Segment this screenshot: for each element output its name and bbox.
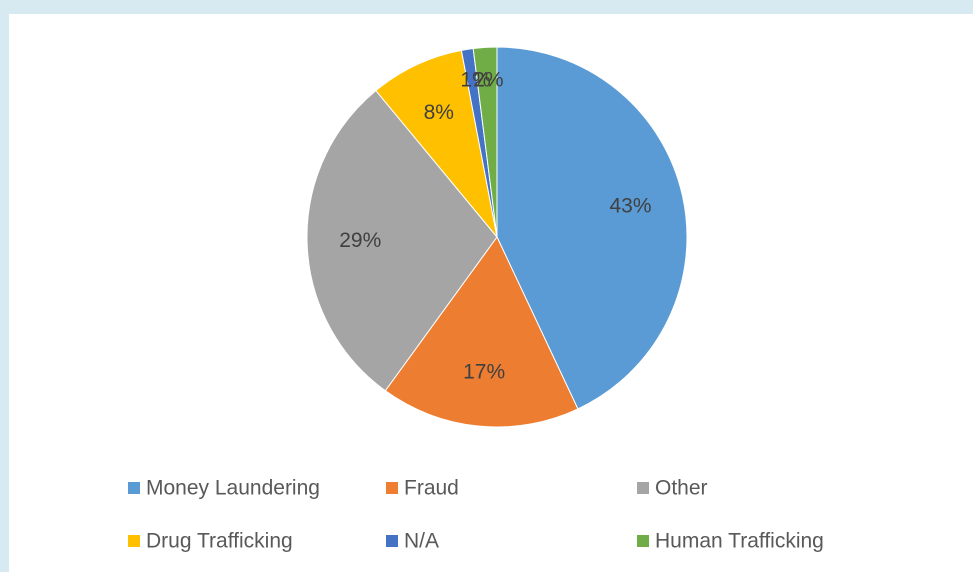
data-label: 17% xyxy=(463,361,505,384)
legend-label: Human Trafficking xyxy=(655,530,824,553)
pie-slice xyxy=(375,49,498,238)
legend-swatch xyxy=(128,535,140,547)
legend-swatch xyxy=(128,482,140,494)
legend-label: Money Laundering xyxy=(146,477,320,500)
legend-label: Other xyxy=(655,477,708,500)
legend-label: Drug Trafficking xyxy=(146,530,293,553)
pie-slice xyxy=(472,46,498,238)
legend-swatch xyxy=(386,482,398,494)
legend-swatch xyxy=(386,535,398,547)
legend-label: N/A xyxy=(404,530,439,553)
data-label: 1% xyxy=(460,69,490,92)
data-label: 43% xyxy=(609,195,651,218)
pie-slice xyxy=(496,46,688,410)
legend-label: Fraud xyxy=(404,477,459,500)
pie-slice xyxy=(384,236,579,428)
legend-swatch xyxy=(637,482,649,494)
data-label: 2% xyxy=(473,69,503,92)
data-label: 29% xyxy=(339,229,381,252)
data-label: 8% xyxy=(424,101,454,124)
pie-slice xyxy=(306,89,498,392)
legend-swatch xyxy=(637,535,649,547)
